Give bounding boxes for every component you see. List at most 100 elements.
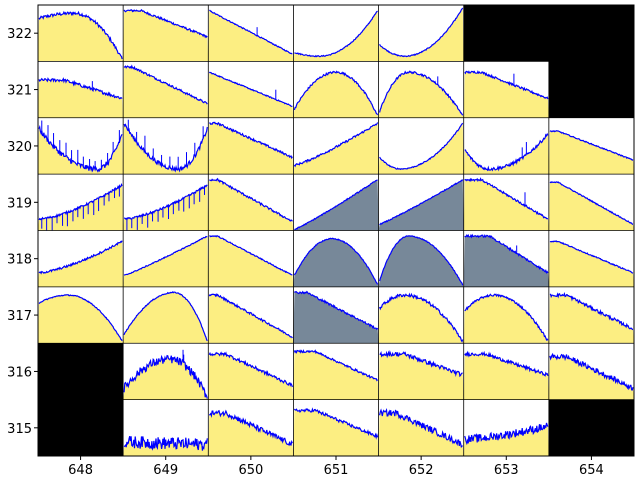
- panel-line: [38, 124, 123, 173]
- panel-fill: [123, 9, 209, 62]
- panel-line: [209, 121, 293, 160]
- panel-315-653: [463, 399, 549, 456]
- panel-320-651: [293, 117, 379, 175]
- panel-319-651: [293, 174, 379, 231]
- panel-line: [209, 235, 293, 276]
- panel-line: [38, 294, 123, 342]
- panel-316-654: [548, 343, 634, 400]
- panel-line: [124, 184, 208, 221]
- panel-fill: [293, 71, 379, 118]
- panel-317-652: [378, 286, 464, 344]
- panel-318-652: [378, 230, 464, 287]
- panel-322-654: [548, 5, 634, 62]
- panel-321-653: [463, 61, 549, 118]
- panel-fill: [463, 352, 549, 400]
- panel-322-648: [38, 5, 124, 62]
- panel-318-651: [293, 230, 379, 287]
- panel-315-652: [378, 399, 464, 456]
- y-tick-label: 315: [7, 422, 32, 437]
- panel-line: [123, 354, 208, 399]
- panel-317-649: [123, 286, 209, 344]
- panel-fill: [548, 181, 634, 231]
- panel-321-648: [38, 61, 124, 118]
- panel-line: [549, 352, 634, 391]
- panel-line: [293, 70, 379, 116]
- panel-fill: [208, 178, 294, 231]
- panel-line: [123, 235, 208, 276]
- panel-321-654: [548, 61, 634, 118]
- panel-fill: [208, 10, 294, 62]
- panel-line: [379, 350, 463, 378]
- panel-319-652: [378, 174, 464, 231]
- panel-line: [379, 408, 463, 449]
- panel-line: [294, 10, 378, 58]
- panel-317-653: [463, 286, 549, 344]
- panel-line: [123, 436, 208, 451]
- panel-line: [464, 293, 549, 341]
- panel-line: [379, 235, 464, 286]
- y-tick-label: 318: [7, 253, 32, 268]
- panel-318-650: [208, 230, 294, 287]
- panel-fill: [208, 294, 294, 344]
- panel-318-648: [38, 230, 124, 287]
- panel-fill: [293, 11, 379, 62]
- x-tick-label: 652: [409, 463, 434, 478]
- panel-fill: [378, 352, 464, 400]
- panel-line: [379, 7, 464, 58]
- panel-318-653: [463, 230, 549, 287]
- panel-fill: [123, 124, 209, 175]
- panel-fill: [463, 422, 549, 456]
- panel-319-648: [38, 174, 124, 233]
- missing-panel: [548, 61, 634, 118]
- panel-fill: [378, 235, 464, 287]
- panel-line: [38, 240, 123, 275]
- panel-fill: [293, 409, 379, 456]
- panel-321-649: [123, 61, 209, 118]
- panel-fill: [378, 294, 464, 344]
- panel-line: [209, 177, 293, 222]
- panel-fill: [378, 179, 464, 231]
- panel-line: [464, 233, 549, 275]
- panel-fill: [463, 294, 549, 344]
- panel-fill: [38, 78, 124, 118]
- panel-320-650: [208, 117, 294, 175]
- panel-line: [379, 292, 464, 343]
- y-axis: 322 321 320 319 318 317 316 315: [7, 27, 38, 437]
- x-tick-label: 653: [494, 463, 519, 478]
- panel-320-653: [463, 117, 549, 175]
- x-tick-label: 648: [68, 463, 93, 478]
- panel-fill: [378, 71, 464, 118]
- missing-panel: [38, 343, 124, 400]
- panel-line: [294, 179, 378, 231]
- x-tick-label: 651: [324, 463, 349, 478]
- panel-line: [38, 183, 123, 221]
- panel-line: [293, 407, 379, 440]
- plot-grid: [37, 4, 635, 457]
- panel-320-652: [378, 117, 464, 175]
- panel-fill: [463, 178, 549, 231]
- panel-line: [549, 240, 634, 274]
- panel-fill: [548, 354, 634, 400]
- x-tick-label: 649: [153, 463, 178, 478]
- panel-fill: [208, 235, 294, 287]
- panel-319-653: [463, 174, 549, 231]
- panel-fill: [38, 240, 124, 287]
- panel-line: [464, 132, 549, 172]
- panel-fill: [38, 127, 124, 175]
- panel-line: [549, 181, 634, 225]
- panel-fill: [378, 123, 464, 175]
- panel-321-651: [293, 61, 379, 118]
- panel-322-652: [378, 5, 464, 62]
- panel-fill: [548, 293, 634, 344]
- panel-315-650: [208, 399, 294, 456]
- panel-line: [379, 70, 464, 116]
- panel-316-649: [123, 343, 209, 400]
- panel-fill: [293, 291, 379, 344]
- panel-319-650: [208, 174, 294, 231]
- panel-line: [123, 8, 208, 39]
- panel-315-648: [38, 399, 124, 456]
- panel-320-649: [123, 117, 209, 175]
- missing-panel: [38, 399, 124, 456]
- panel-315-649: [123, 399, 209, 456]
